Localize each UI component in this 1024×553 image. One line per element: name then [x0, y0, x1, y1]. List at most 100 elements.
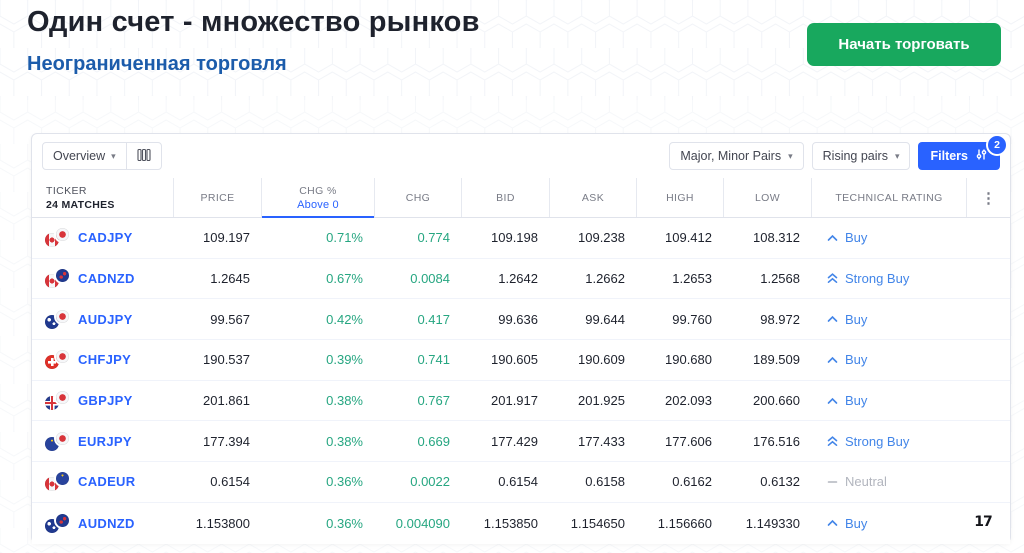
ticker-cell: CADNZD	[32, 269, 173, 289]
high-cell: 1.2653	[672, 271, 712, 287]
flag-overlay-icon	[56, 228, 69, 242]
screener-table: TICKER 24 MATCHES PRICE CHG % Above 0 CH…	[32, 178, 1010, 544]
technical-rating: Buy	[811, 312, 966, 327]
price-cell: 201.861	[203, 393, 250, 409]
tradingview-logo[interactable]: 17	[968, 509, 998, 535]
active-column-underline	[262, 216, 374, 218]
ticker-cell: EURJPY	[32, 431, 173, 451]
low-cell: 200.660	[753, 393, 800, 409]
ask-cell: 190.609	[578, 352, 625, 368]
currency-pair-flags-icon	[45, 309, 69, 329]
low-cell: 98.972	[760, 311, 800, 327]
price-cell: 0.6154	[210, 474, 250, 490]
filters-count-badge: 2	[986, 134, 1008, 156]
column-header-technical-rating[interactable]: TECHNICAL RATING	[811, 178, 966, 217]
page-subtitle: Неограниченная торговля	[27, 53, 287, 75]
table-row[interactable]: AUDNZD 1.153800 0.36% 0.004090 1.153850 …	[32, 502, 1010, 544]
table-row[interactable]: CADEUR 0.6154 0.36% 0.0022 0.6154 0.6158…	[32, 462, 1010, 503]
chg-cell: 0.741	[417, 352, 450, 368]
bid-cell: 0.6154	[498, 474, 538, 490]
flag-base-icon	[45, 436, 59, 451]
technical-rating-header-label: TECHNICAL RATING	[835, 191, 943, 204]
table-row[interactable]: AUDJPY 99.567 0.42% 0.417 99.636 99.644 …	[32, 299, 1010, 341]
view-dropdown[interactable]: Overview ▾	[43, 143, 126, 169]
pairs-filter-dropdown[interactable]: Major, Minor Pairs ▾	[669, 142, 804, 170]
low-cell: 108.312	[753, 230, 800, 246]
ticker-cell: GBPJPY	[32, 391, 173, 411]
kebab-menu-icon: ⋮	[981, 189, 996, 207]
high-cell: 0.6162	[672, 474, 712, 490]
column-header-price[interactable]: PRICE	[173, 178, 261, 217]
rating-label: Neutral	[845, 474, 887, 490]
pairs-filter-label: Major, Minor Pairs	[680, 149, 782, 163]
flag-base-icon	[45, 233, 59, 248]
column-header-chg-pct[interactable]: CHG % Above 0	[261, 178, 374, 223]
chg-pct-cell: 0.39%	[326, 352, 363, 368]
flag-base-icon	[45, 396, 59, 411]
start-trading-button[interactable]: Начать торговать	[807, 23, 1001, 66]
flag-overlay-icon	[56, 391, 69, 405]
rating-icon	[827, 315, 838, 323]
ticker-symbol: CADJPY	[78, 230, 133, 246]
ask-cell: 201.925	[578, 393, 625, 409]
columns-button[interactable]	[125, 143, 161, 169]
rating-icon	[827, 397, 838, 405]
ask-cell: 177.433	[578, 433, 625, 449]
column-header-low[interactable]: LOW	[723, 178, 811, 217]
toolbar-filters-group: Major, Minor Pairs ▾ Rising pairs ▾ Filt…	[669, 134, 1008, 170]
bid-cell: 1.153850	[483, 515, 538, 531]
currency-pair-flags-icon	[45, 513, 69, 533]
low-cell: 1.149330	[745, 515, 800, 531]
low-cell: 189.509	[753, 352, 800, 368]
table-row[interactable]: CADNZD 1.2645 0.67% 0.0084 1.2642 1.2662…	[32, 258, 1010, 300]
view-dropdown-label: Overview	[53, 149, 106, 163]
ticker-cell: CHFJPY	[32, 350, 173, 370]
column-header-bid[interactable]: BID	[461, 178, 549, 217]
price-cell: 1.2645	[210, 271, 250, 287]
ticker-cell: AUDJPY	[32, 309, 173, 329]
flag-base-icon	[45, 518, 59, 533]
view-switcher: Overview ▾	[42, 142, 162, 170]
chg-pct-header-label: CHG %	[299, 184, 337, 197]
ticker-symbol: EURJPY	[78, 433, 132, 449]
ticker-symbol: AUDJPY	[78, 311, 133, 327]
screener-toolbar: Overview ▾ Major, Minor Pairs ▾ Risi	[32, 134, 1010, 178]
rating-label: Buy	[845, 311, 868, 327]
ask-cell: 0.6158	[585, 474, 625, 490]
column-header-ticker[interactable]: TICKER 24 MATCHES	[32, 178, 173, 217]
ticker-cell: AUDNZD	[32, 513, 173, 533]
filters-button[interactable]: Filters 2	[918, 134, 1008, 170]
rating-label: Buy	[845, 352, 868, 368]
technical-rating: Buy	[811, 230, 966, 245]
price-cell: 190.537	[203, 352, 250, 368]
price-header-label: PRICE	[200, 191, 235, 204]
flag-overlay-icon	[56, 350, 69, 364]
filters-button-label: Filters	[930, 149, 968, 163]
table-row[interactable]: EURJPY 177.394 0.38% 0.669 177.429 177.4…	[32, 421, 1010, 463]
bid-header-label: BID	[496, 191, 515, 204]
market-screener-widget: Overview ▾ Major, Minor Pairs ▾ Risi	[31, 133, 1011, 544]
bid-cell: 201.917	[491, 393, 538, 409]
chg-cell: 0.0084	[410, 271, 450, 287]
rating-icon	[827, 480, 838, 484]
flag-overlay-icon	[56, 513, 69, 527]
ticker-symbol: CHFJPY	[78, 352, 132, 368]
ask-cell: 99.644	[585, 311, 625, 327]
column-header-high[interactable]: HIGH	[636, 178, 723, 217]
flag-overlay-icon	[56, 472, 69, 486]
table-row[interactable]: GBPJPY 201.861 0.38% 0.767 201.917 201.9…	[32, 380, 1010, 422]
price-cell: 177.394	[203, 433, 250, 449]
ticker-header-label: TICKER	[46, 184, 87, 197]
column-header-ask[interactable]: ASK	[549, 178, 636, 217]
rising-pairs-dropdown[interactable]: Rising pairs ▾	[811, 142, 911, 170]
rating-icon	[827, 519, 838, 527]
table-menu-button[interactable]: ⋮	[966, 178, 1010, 217]
currency-pair-flags-icon	[45, 431, 69, 451]
rating-icon	[827, 435, 838, 447]
ticker-symbol: AUDNZD	[78, 515, 135, 531]
flag-overlay-icon	[56, 309, 69, 323]
column-header-chg[interactable]: CHG	[374, 178, 461, 217]
table-row[interactable]: CADJPY 109.197 0.71% 0.774 109.198 109.2…	[32, 218, 1010, 259]
table-row[interactable]: CHFJPY 190.537 0.39% 0.741 190.605 190.6…	[32, 340, 1010, 381]
ticker-cell: CADJPY	[32, 228, 173, 248]
